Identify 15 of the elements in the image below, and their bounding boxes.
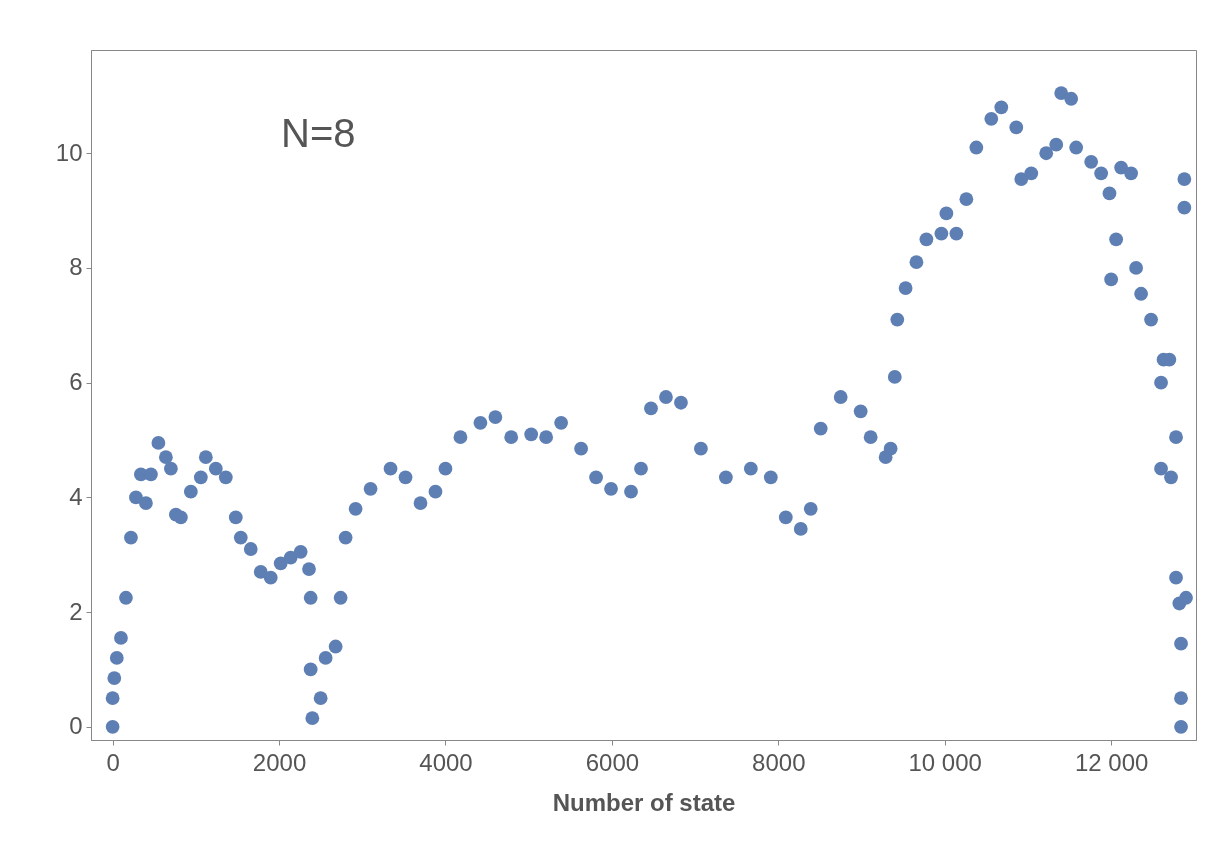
x-tick-label: 4000	[419, 748, 473, 776]
y-tick-label: 6	[69, 368, 83, 396]
x-tick-label: 2000	[252, 748, 307, 776]
y-tick-label: 2	[69, 597, 83, 625]
x-tick-label: 8000	[752, 748, 806, 776]
annotation: N=8	[281, 111, 356, 155]
x-tick-label: 10 000	[908, 748, 982, 776]
y-tick-label: 8	[69, 253, 83, 281]
y-tick-label: 10	[55, 138, 83, 166]
x-tick-label: 0	[106, 748, 120, 776]
x-axis-title: Number of state	[552, 788, 736, 816]
y-tick-label: 4	[69, 482, 83, 510]
y-tick-label: 0	[69, 712, 83, 740]
x-tick-label: 6000	[585, 748, 640, 776]
x-tick-label: 12 000	[1074, 748, 1149, 776]
